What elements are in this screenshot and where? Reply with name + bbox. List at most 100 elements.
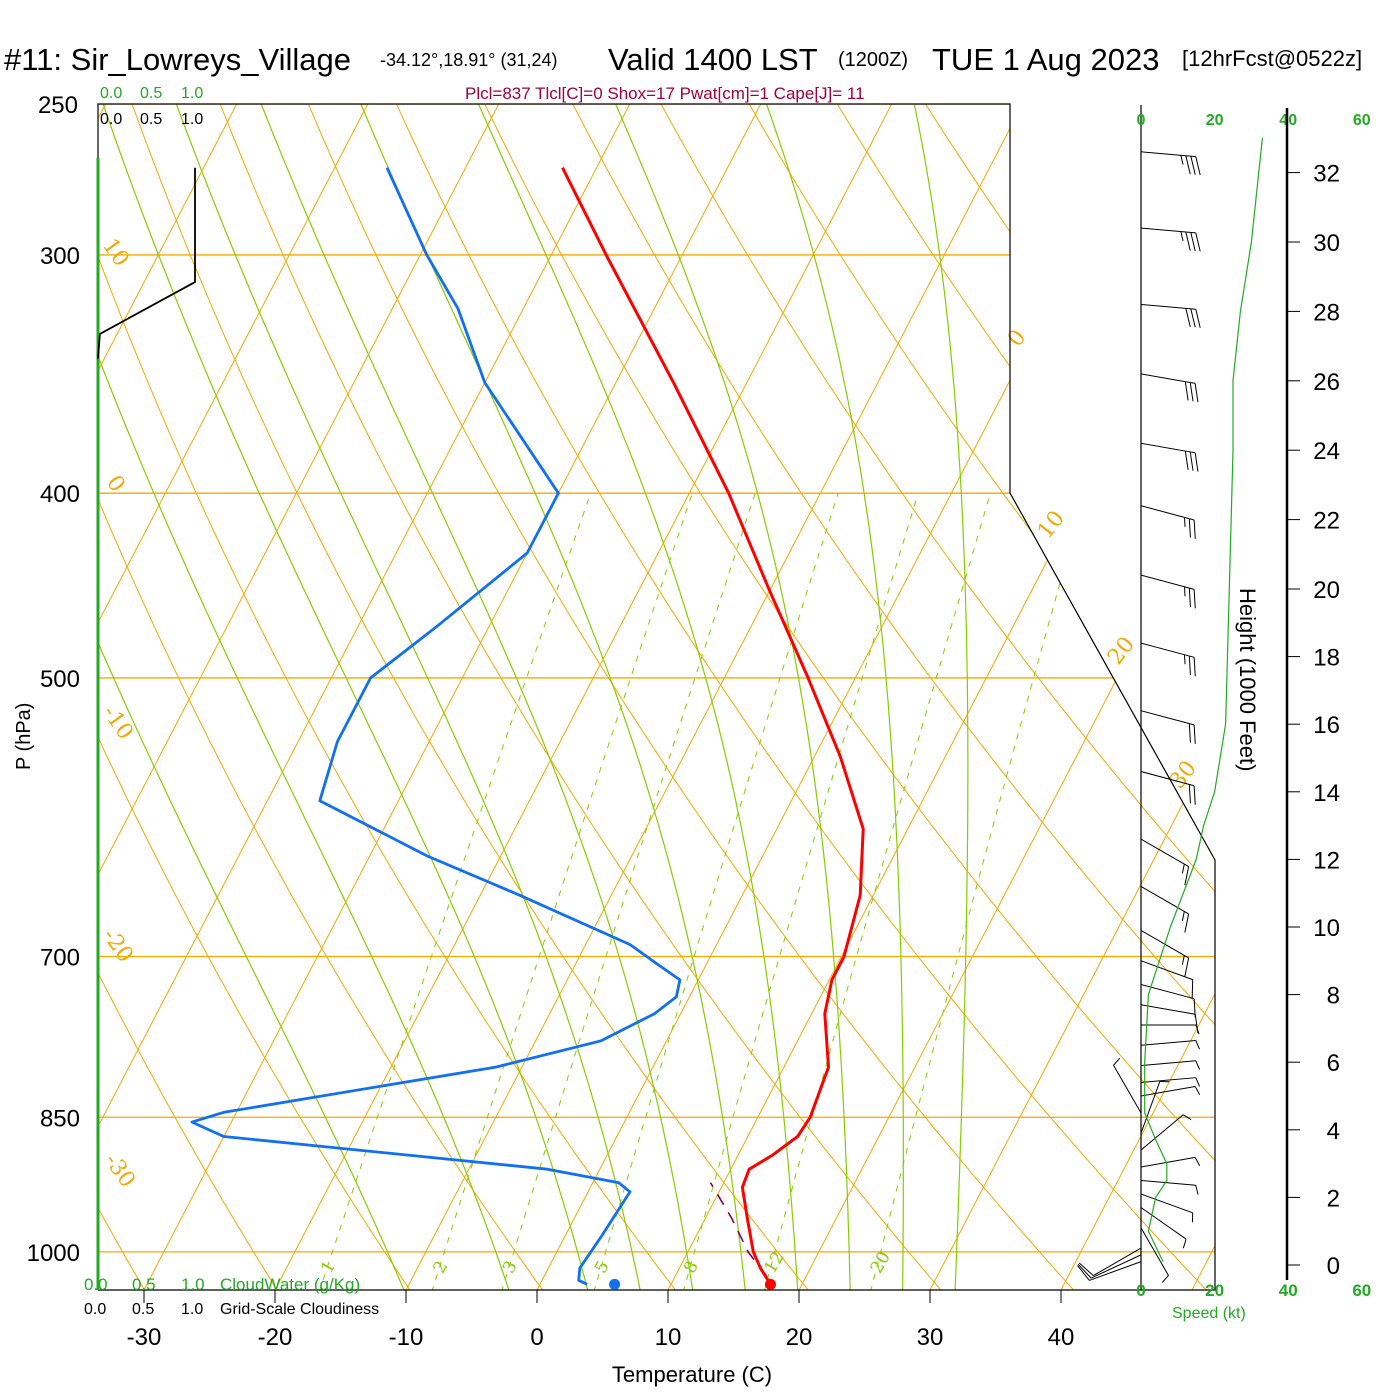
valid-date: TUE 1 Aug 2023 bbox=[932, 42, 1160, 77]
barb-flag bbox=[1193, 589, 1196, 609]
temperature-tick-label: 20 bbox=[786, 1324, 813, 1351]
zulu-time: (1200Z) bbox=[838, 49, 908, 71]
wind-barb bbox=[1140, 574, 1196, 609]
dry-adiabat-line bbox=[468, 104, 1215, 1290]
pressure-tick-label: 700 bbox=[40, 945, 80, 972]
moist-adiabat-line bbox=[346, 104, 746, 1290]
isotherm-label: 30 bbox=[1165, 756, 1202, 793]
temperature-tick-label: 0 bbox=[530, 1324, 543, 1351]
speed-top-tick-label: 40 bbox=[1279, 112, 1297, 129]
mixing-ratio-line bbox=[682, 493, 919, 1290]
barb-half-flag bbox=[1182, 1114, 1192, 1121]
barb-shaft bbox=[1140, 1060, 1196, 1067]
dry-adiabat-line bbox=[0, 70, 13, 1292]
wind-barb bbox=[1140, 1193, 1194, 1223]
barb-half-flag bbox=[1183, 517, 1186, 527]
wind-barb bbox=[1140, 838, 1190, 886]
isotherm-line bbox=[98, 104, 500, 1290]
dry-adiabat-line bbox=[1165, 104, 1215, 1290]
wind-barb bbox=[1140, 1180, 1199, 1195]
dry-adiabat-line bbox=[119, 104, 811, 1290]
barb-shaft bbox=[1140, 1004, 1196, 1015]
background-grid bbox=[0, 70, 1215, 1292]
height-tick-label: 30 bbox=[1313, 230, 1340, 257]
barb-half-flag bbox=[1195, 1185, 1199, 1195]
dry-adiabat-line bbox=[206, 104, 944, 1290]
barb-half-flag bbox=[1181, 955, 1185, 965]
barb-flag bbox=[1193, 657, 1196, 677]
cl-top-tick: 0.0 bbox=[100, 111, 122, 128]
isotherm-line bbox=[98, 104, 631, 1290]
isotherm-label: 20 bbox=[1103, 632, 1140, 669]
barb-flag bbox=[1185, 231, 1191, 251]
height-tick-label: 2 bbox=[1327, 1185, 1340, 1212]
barb-shaft bbox=[1140, 303, 1196, 310]
barb-half-flag bbox=[1113, 1057, 1121, 1066]
barb-shaft bbox=[1140, 1207, 1187, 1240]
wind-barb bbox=[1140, 710, 1196, 744]
cl-bottom-tick: 0.0 bbox=[84, 1301, 106, 1318]
dry-adiabat-line bbox=[98, 104, 279, 1290]
pressure-tick-label: 500 bbox=[40, 666, 80, 693]
dry-adiabat-line bbox=[98, 104, 545, 1290]
barb-half-flag bbox=[1183, 654, 1186, 665]
pressure-tick-label: 300 bbox=[40, 243, 80, 270]
mixing-ratio-line bbox=[869, 493, 1086, 1290]
speed-axis: 00202040406060 bbox=[1136, 112, 1371, 1300]
wind-barb bbox=[1140, 1156, 1201, 1168]
barb-flag bbox=[1188, 518, 1191, 538]
cloudiness-label: Grid-Scale Cloudiness bbox=[220, 1301, 379, 1318]
barb-shaft bbox=[1140, 1156, 1196, 1168]
dry-adiabat-line bbox=[380, 104, 1209, 1290]
barb-half-flag bbox=[1180, 155, 1184, 165]
barb-flag bbox=[1193, 519, 1196, 539]
forecast-info: [12hrFcst@0522z] bbox=[1182, 46, 1362, 71]
wind-barbs bbox=[1077, 151, 1201, 1283]
cl-bottom-tick: 0.5 bbox=[132, 1301, 154, 1318]
wind-barb bbox=[1140, 1040, 1201, 1050]
dry-adiabat-line bbox=[642, 104, 1215, 1290]
barb-flag bbox=[1188, 655, 1191, 675]
valid-time: Valid 1400 LST bbox=[608, 42, 818, 77]
isotherm-label: -10 bbox=[97, 701, 138, 744]
temperature-tick-label: -30 bbox=[127, 1324, 162, 1351]
speed-axis-label: Speed (kt) bbox=[1172, 1305, 1246, 1322]
barb-shaft bbox=[1093, 1247, 1142, 1277]
barb-shaft bbox=[1140, 1040, 1196, 1046]
height-tick-label: 32 bbox=[1313, 161, 1340, 188]
cl-top-tick: 1.0 bbox=[181, 111, 203, 128]
barb-half-flag bbox=[1194, 1086, 1201, 1096]
height-tick-label: 24 bbox=[1313, 438, 1340, 465]
barb-half-flag bbox=[1182, 1238, 1187, 1249]
isotherm-line bbox=[405, 104, 1024, 1290]
cw-top-tick: 0.5 bbox=[140, 85, 162, 102]
speed-bottom-tick-label: 40 bbox=[1279, 1281, 1298, 1300]
barb-flag bbox=[1189, 451, 1194, 471]
wind-barb bbox=[1078, 1247, 1142, 1277]
pressure-tick-label: 1000 bbox=[27, 1240, 80, 1267]
barb-half-flag bbox=[1194, 1157, 1201, 1167]
wind-barb bbox=[1140, 960, 1194, 999]
dry-adiabat-line bbox=[729, 104, 1215, 1290]
barb-half-flag bbox=[1195, 1077, 1201, 1087]
wind-barb bbox=[1140, 303, 1201, 328]
isotherm-label: 10 bbox=[97, 234, 134, 271]
height-tick-label: 22 bbox=[1313, 508, 1340, 535]
cloudwater-bottom-axis: 0.0 0.5 1.0 CloudWater (g/Kg) 0.0 0.5 1.… bbox=[84, 1275, 379, 1318]
cloudwater-label: CloudWater (g/Kg) bbox=[220, 1275, 360, 1294]
wind-barb bbox=[1140, 227, 1201, 252]
temperature-axis: -30 -20 -10 0 10 20 30 40 bbox=[127, 1290, 1074, 1351]
wind-barb bbox=[1140, 1085, 1201, 1097]
cw-top-tick: 0.0 bbox=[100, 85, 122, 102]
barb-flag bbox=[1195, 156, 1201, 176]
barb-shaft bbox=[1140, 1114, 1184, 1151]
barb-shaft bbox=[1140, 1227, 1169, 1276]
barb-flag bbox=[1184, 451, 1189, 470]
barb-shaft bbox=[1140, 1081, 1161, 1134]
mixing-ratio-line bbox=[500, 493, 756, 1290]
barb-flag bbox=[1184, 866, 1190, 886]
moist-adiabat-line bbox=[906, 104, 969, 1290]
moist-adiabat-line bbox=[98, 104, 511, 1290]
barb-flag bbox=[1077, 1263, 1092, 1279]
